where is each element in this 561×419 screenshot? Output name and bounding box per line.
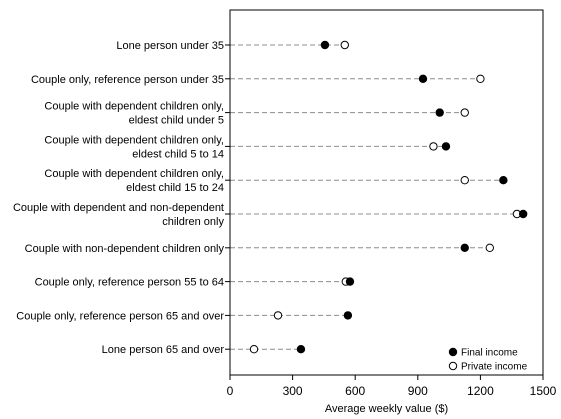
x-axis-title: Average weekly value ($) [325, 403, 448, 415]
category-label: Couple only, reference person 65 and ove… [16, 310, 224, 322]
category-label: Couple with dependent children only, elde… [44, 134, 224, 160]
data-points [249, 40, 528, 354]
category-label: Couple with dependent children only, elde… [44, 101, 224, 127]
category-label: Couple only, reference person under 35 [31, 74, 224, 86]
final-income-point [296, 345, 306, 354]
final-income-point [418, 74, 428, 84]
category-label-line: Couple with non-dependent children only [25, 243, 225, 255]
final-income-point [441, 142, 451, 151]
x-tick-label: 900 [408, 384, 428, 398]
private-income-point [460, 176, 469, 185]
private-income-point [476, 74, 485, 84]
legend-final-income-marker [448, 347, 458, 357]
category-label-line: Couple only, reference person 65 and ove… [16, 310, 224, 322]
category-label-line: Couple with dependent children only, [44, 168, 224, 180]
category-label-line: Couple only, reference person under 35 [31, 74, 224, 86]
category-label-line: Couple with dependent and non-dependent [13, 202, 224, 214]
category-label-line: children only [162, 216, 224, 228]
private-income-point [340, 40, 349, 50]
category-label-line: eldest child under 5 [129, 115, 224, 127]
final-income-point [460, 243, 469, 253]
category-label-line: eldest child 5 to 14 [132, 148, 224, 160]
final-income-point [435, 108, 444, 117]
category-label-line: Couple with dependent children only, [44, 134, 224, 146]
category-label: Couple only, reference person 55 to 64 [35, 277, 224, 289]
final-income-point [518, 209, 528, 219]
x-tick-label: 600 [345, 384, 365, 398]
private-income-point [485, 243, 494, 253]
x-tick-label: 1500 [530, 384, 557, 398]
final-income-point [343, 311, 353, 320]
x-tick-label: 0 [227, 384, 234, 398]
private-income-point [429, 142, 438, 151]
category-label: Couple with dependent and non-dependent c… [13, 202, 225, 228]
final-income-point [345, 277, 355, 286]
category-label: Lone person under 35 [116, 40, 224, 52]
category-label-line: Lone person 65 and over [102, 344, 225, 356]
legend-final-income-label: Final income [461, 348, 518, 359]
final-income-point [499, 176, 508, 185]
category-label-line: eldest child 15 to 24 [126, 182, 224, 194]
final-income-point [320, 40, 330, 50]
category-rows: Lone person under 35 Couple only, referen… [13, 40, 524, 356]
legend-private-income-label: Private income [461, 362, 528, 373]
category-label-line: Lone person under 35 [116, 40, 224, 52]
legend: Final income Private income [448, 347, 528, 373]
private-income-point [249, 345, 259, 354]
plot-area-frame [229, 9, 544, 376]
x-axis-ticks: 0 300 600 900 1200 1500 [227, 375, 557, 398]
category-label-line: Couple only, reference person 55 to 64 [35, 277, 224, 289]
private-income-point [273, 311, 283, 320]
category-label: Lone person 65 and over [102, 344, 225, 356]
x-tick-label: 300 [283, 384, 303, 398]
category-label: Couple with non-dependent children only [25, 243, 225, 255]
x-tick-label: 1200 [467, 384, 494, 398]
category-label: Couple with dependent children only, elde… [44, 168, 224, 194]
category-label-line: Couple with dependent children only, [44, 101, 224, 113]
private-income-point [460, 108, 469, 117]
legend-private-income-marker [448, 361, 458, 371]
